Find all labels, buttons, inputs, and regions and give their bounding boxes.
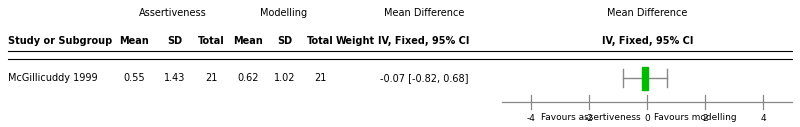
Text: Total: Total bbox=[198, 36, 225, 46]
Bar bbox=[642, 67, 648, 90]
Text: Mean Difference: Mean Difference bbox=[607, 8, 687, 18]
Text: 0.55: 0.55 bbox=[123, 73, 146, 83]
Text: Favours modelling: Favours modelling bbox=[654, 113, 736, 122]
Text: Mean Difference: Mean Difference bbox=[384, 8, 464, 18]
Text: Assertiveness: Assertiveness bbox=[139, 8, 206, 18]
Text: 1.02: 1.02 bbox=[274, 73, 295, 83]
Text: 1.43: 1.43 bbox=[164, 73, 185, 83]
Text: Weight: Weight bbox=[336, 36, 374, 46]
Text: Study or Subgroup: Study or Subgroup bbox=[8, 36, 112, 46]
Text: SD: SD bbox=[167, 36, 182, 46]
Text: IV, Fixed, 95% CI: IV, Fixed, 95% CI bbox=[602, 36, 693, 46]
Text: Mean: Mean bbox=[119, 36, 150, 46]
Text: 0: 0 bbox=[644, 114, 650, 123]
Text: Favours assertiveness: Favours assertiveness bbox=[541, 113, 641, 122]
Text: Total: Total bbox=[306, 36, 334, 46]
Text: 4: 4 bbox=[760, 114, 766, 123]
Text: 2: 2 bbox=[702, 114, 708, 123]
Text: 0.62: 0.62 bbox=[238, 73, 258, 83]
Text: Modelling: Modelling bbox=[261, 8, 307, 18]
Text: -4: -4 bbox=[527, 114, 536, 123]
Text: McGillicuddy 1999: McGillicuddy 1999 bbox=[8, 73, 98, 83]
Text: 21: 21 bbox=[205, 73, 218, 83]
Text: 21: 21 bbox=[314, 73, 326, 83]
Text: -0.07 [-0.82, 0.68]: -0.07 [-0.82, 0.68] bbox=[380, 73, 468, 83]
Text: -2: -2 bbox=[585, 114, 594, 123]
Text: Mean: Mean bbox=[233, 36, 263, 46]
Text: IV, Fixed, 95% CI: IV, Fixed, 95% CI bbox=[378, 36, 470, 46]
Text: SD: SD bbox=[278, 36, 292, 46]
